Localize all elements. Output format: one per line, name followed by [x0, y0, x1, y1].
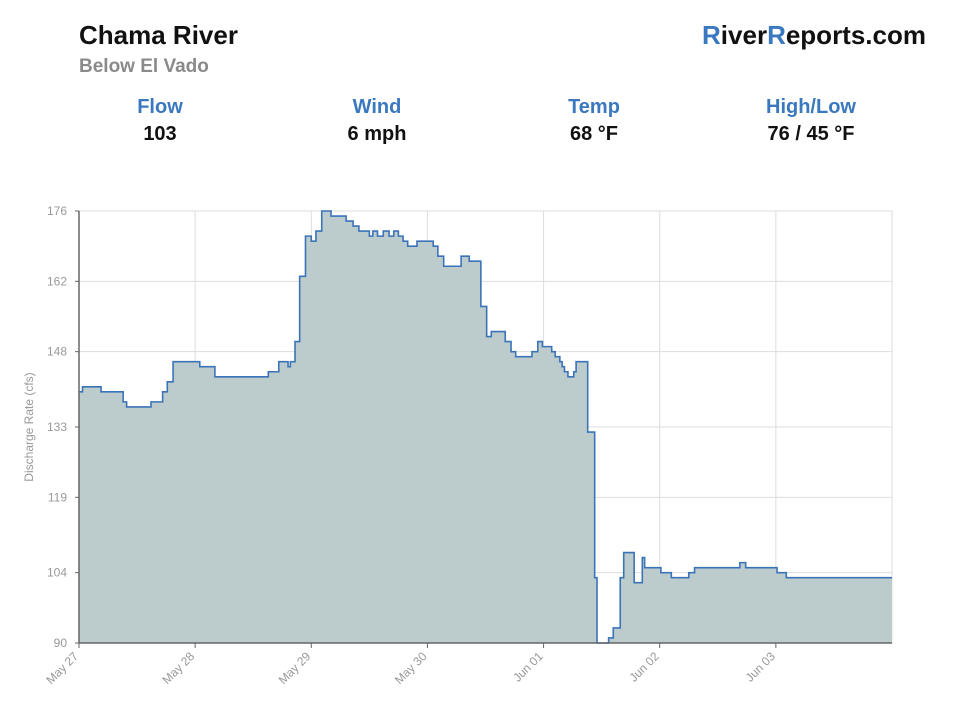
- y-tick-label: 176: [47, 204, 67, 218]
- y-tick-label: 133: [47, 420, 67, 434]
- stat-wind-label: Wind: [352, 96, 402, 118]
- x-tick-label: May 27: [43, 649, 81, 687]
- brand-text-1: iver: [720, 20, 768, 50]
- stat-wind: Wind 6 mph: [277, 96, 477, 146]
- discharge-line: [79, 210, 892, 644]
- y-tick-label: 90: [54, 636, 68, 650]
- y-tick-label: 162: [47, 274, 67, 288]
- stat-high-low-label: High/Low: [766, 96, 856, 118]
- brand-letter-r2: R: [767, 20, 786, 50]
- y-axis-label: Discharge Rate (cfs): [22, 372, 36, 481]
- brand-letter-r1: R: [702, 20, 721, 50]
- stat-flow-label: Flow: [137, 96, 183, 118]
- river-location: Below El Vado: [79, 56, 209, 77]
- river-name: Chama River: [79, 20, 238, 50]
- stat-wind-value: 6 mph: [347, 123, 407, 145]
- x-tick-label: Jun 03: [743, 649, 779, 685]
- stat-temp: Temp 68 °F: [494, 96, 694, 146]
- stat-temp-label: Temp: [568, 96, 620, 118]
- y-tick-label: 148: [47, 345, 67, 359]
- x-tick-label: Jun 02: [626, 649, 662, 685]
- discharge-area: [79, 211, 892, 643]
- x-tick-label: Jun 01: [510, 649, 546, 685]
- y-tick-label: 119: [48, 490, 67, 504]
- y-tick-label: 104: [47, 566, 67, 580]
- stat-temp-value: 68 °F: [569, 123, 619, 145]
- stat-high-low: High/Low 76 / 45 °F: [711, 96, 911, 146]
- x-tick-label: May 30: [392, 649, 430, 687]
- brand-logo[interactable]: RiverReports.com: [702, 20, 926, 51]
- stat-high-low-value: 76 / 45 °F: [767, 123, 855, 145]
- stat-flow: Flow 103: [60, 96, 260, 146]
- x-tick-label: May 28: [160, 649, 198, 687]
- brand-text-2: eports.com: [785, 20, 926, 50]
- x-tick-label: May 29: [276, 649, 314, 687]
- stat-flow-value: 103: [143, 123, 177, 145]
